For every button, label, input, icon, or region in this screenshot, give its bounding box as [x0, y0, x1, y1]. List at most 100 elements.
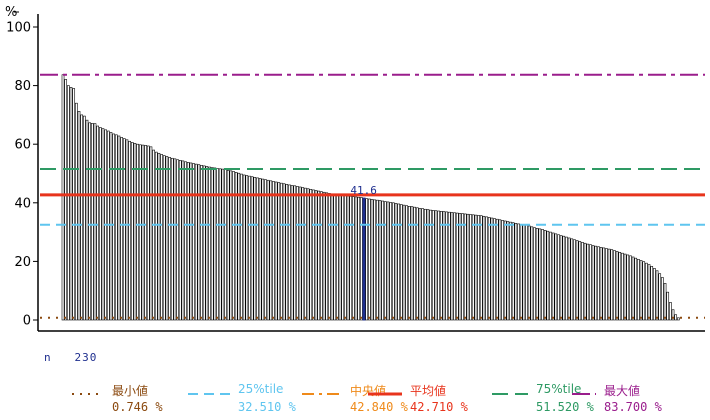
bar [216, 168, 219, 321]
bar [431, 210, 435, 321]
bar [554, 233, 558, 321]
bar [98, 127, 102, 321]
bar [357, 196, 361, 321]
bar [277, 182, 281, 321]
bar [170, 157, 174, 321]
bar [354, 196, 358, 321]
bar [266, 179, 270, 321]
bar [482, 215, 486, 321]
bar [533, 227, 536, 321]
bar [597, 246, 600, 321]
bar [586, 243, 590, 321]
bar [474, 214, 478, 321]
bar [471, 214, 475, 321]
bar [242, 174, 246, 321]
legend-swatch-median [302, 393, 342, 395]
bar [298, 186, 302, 321]
bar [85, 119, 89, 321]
bar [218, 168, 222, 321]
bar [69, 87, 73, 321]
bar [551, 232, 555, 321]
bar [645, 262, 648, 321]
bar [514, 223, 518, 321]
n-label-text: n [44, 351, 52, 364]
bar [91, 123, 94, 321]
bar [453, 212, 456, 321]
bar [365, 198, 369, 321]
bar [578, 241, 582, 321]
bar [429, 209, 432, 321]
bar [114, 134, 118, 321]
bar [618, 252, 622, 321]
bar [149, 146, 153, 321]
bar [413, 206, 416, 321]
bar [458, 213, 462, 321]
bar [570, 238, 574, 321]
bar [493, 218, 496, 321]
bar [549, 231, 552, 321]
bar [418, 208, 422, 321]
bar [200, 165, 203, 321]
bar [389, 202, 393, 321]
legend-label-max: 最大値 [604, 384, 641, 398]
bar [610, 249, 614, 321]
bar [146, 145, 150, 321]
bar [519, 224, 523, 321]
bar [567, 237, 571, 321]
bar [274, 181, 278, 321]
bar [293, 185, 297, 321]
bar [503, 220, 507, 321]
bar [613, 250, 616, 321]
bar [637, 259, 640, 321]
bar [495, 218, 499, 321]
bar [661, 277, 664, 321]
highlight-value-label: 41.6 [350, 184, 377, 197]
bar [75, 102, 78, 321]
bar [221, 168, 225, 321]
bar [621, 252, 624, 321]
bar [629, 255, 632, 321]
bar [77, 111, 81, 321]
bar [248, 175, 251, 321]
bar [541, 229, 544, 321]
bar [344, 195, 347, 321]
bar [543, 230, 547, 321]
bar [522, 224, 526, 321]
bar [317, 190, 321, 321]
bar [450, 212, 454, 321]
bar [250, 176, 254, 321]
legend-swatch-max [572, 393, 596, 395]
bar [490, 217, 494, 321]
bar [479, 215, 483, 321]
bar [338, 194, 342, 321]
bar [210, 167, 214, 321]
bar [176, 159, 179, 321]
bar [394, 203, 398, 321]
bar [168, 157, 171, 321]
bar [666, 291, 670, 321]
bar [437, 210, 440, 321]
bar [341, 194, 345, 321]
bar [626, 254, 630, 321]
bar [304, 187, 307, 321]
bar [623, 253, 627, 321]
bar [501, 220, 504, 321]
bar [157, 152, 161, 321]
bar [368, 198, 371, 321]
bar [173, 158, 177, 321]
bar [152, 149, 155, 321]
bar [336, 194, 339, 321]
bar [607, 248, 611, 321]
bar [122, 138, 126, 321]
bar [423, 208, 427, 321]
bar [328, 193, 331, 321]
bar [282, 183, 286, 321]
y-tick-label: 100 [6, 21, 31, 36]
bar [253, 177, 257, 321]
bar [296, 186, 299, 321]
bar [208, 166, 211, 321]
bar [399, 204, 403, 321]
bar [138, 144, 142, 321]
y-tick-label: 80 [14, 79, 31, 94]
